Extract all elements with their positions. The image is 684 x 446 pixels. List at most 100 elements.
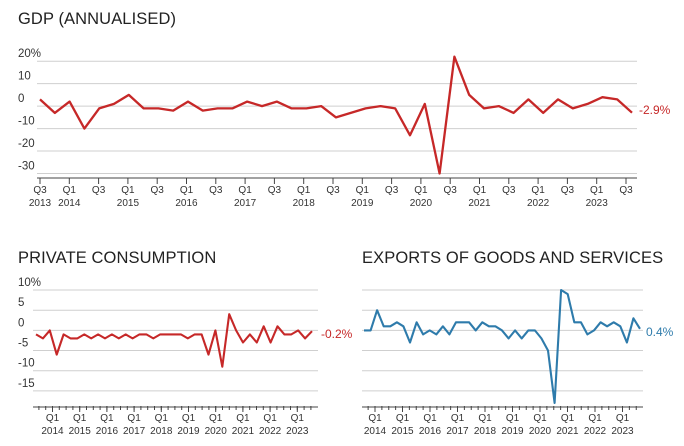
y-tick-label: -30 [18,161,35,173]
gdp-y-axis: 20% 10 0 -10 -20 -30 [18,48,41,172]
gdp-title: GDP (ANNUALISED) [18,10,176,28]
exports-series-line [364,288,641,405]
x-tick-quarter-label: Q1 [121,185,135,196]
x-tick-quarter-label: Q1 [291,413,305,424]
x-tick-quarter-label: Q3 [326,185,340,196]
private-consumption-series-line [35,313,313,368]
x-tick-year-label: 2014 [58,198,81,209]
x-tick-year-label: 2020 [410,198,433,209]
x-tick-quarter-label: Q1 [506,413,520,424]
x-tick-quarter-label: Q1 [590,185,604,196]
x-tick-year-label: 2016 [96,426,119,437]
x-tick-quarter-label: Q3 [151,185,165,196]
x-tick-quarter-label: Q3 [92,185,106,196]
x-tick-year-label: 2022 [584,426,607,437]
x-tick-year-label: 2019 [177,426,200,437]
x-tick-quarter-label: Q3 [209,185,223,196]
x-tick-quarter-label: Q1 [451,413,465,424]
x-tick-year-label: 2015 [69,426,92,437]
x-tick-year-label: 2022 [259,426,282,437]
x-tick-quarter-label: Q3 [444,185,458,196]
x-tick-quarter-label: Q1 [155,413,169,424]
x-tick-year-label: 2016 [419,426,442,437]
private-consumption-y-axis: 10% 5 0 -5 -10 -15 [18,277,41,390]
x-tick-year-label: 2021 [556,426,579,437]
x-tick-quarter-label: Q1 [209,413,223,424]
x-tick-quarter-label: Q1 [533,413,547,424]
y-tick-label: -10 [18,358,35,370]
x-tick-year-label: 2016 [175,198,198,209]
x-tick-quarter-label: Q1 [531,185,545,196]
gdp-gridlines [37,60,637,175]
x-tick-quarter-label: Q1 [368,413,382,424]
x-tick-quarter-label: Q1 [561,413,575,424]
y-tick-label: -5 [18,338,28,350]
x-tick-year-label: 2023 [611,426,634,437]
x-tick-quarter-label: Q1 [616,413,630,424]
y-tick-label: 10% [18,277,41,289]
x-tick-quarter-label: Q3 [502,185,516,196]
x-tick-year-label: 2021 [468,198,491,209]
x-tick-quarter-label: Q1 [236,413,250,424]
x-tick-quarter-label: Q1 [73,413,87,424]
x-tick-year-label: 2017 [123,426,146,437]
y-tick-label: 20% [18,48,41,60]
x-tick-year-label: 2019 [351,198,374,209]
x-tick-quarter-label: Q1 [396,413,410,424]
x-tick-year-label: 2018 [474,426,497,437]
x-tick-quarter-label: Q1 [238,185,252,196]
x-tick-quarter-label: Q3 [561,185,575,196]
y-tick-label: 0 [18,93,24,105]
gdp-series-line [39,55,633,175]
x-tick-quarter-label: Q1 [63,185,77,196]
x-tick-year-label: 2017 [234,198,257,209]
gdp-end-label: -2.9% [639,103,671,117]
x-tick-year-label: 2014 [41,426,64,437]
x-tick-quarter-label: Q3 [619,185,633,196]
x-tick-year-label: 2018 [150,426,173,437]
x-tick-year-label: 2023 [286,426,309,437]
private-consumption-gridlines [33,289,318,392]
y-tick-label: -10 [18,116,35,128]
exports-gridlines [362,289,643,392]
private-consumption-panel: PRIVATE CONSUMPTION 10% 5 0 -5 -10 -15 Q1 2014… [18,249,353,437]
gdp-x-axis: Q3 2013 Q1 2014 Q3 Q1 2015 Q3 Q1 2016 Q3 Q1 2017 Q3 Q1… [29,178,633,209]
exports-end-label: 0.4% [646,325,674,339]
private-consumption-end-label: -0.2% [321,327,353,341]
x-tick-year-label: 2015 [391,426,414,437]
y-tick-label: -15 [18,378,35,390]
exports-panel: EXPORTS OF GOODS AND SERVICES Q1 2014 Q1 20… [362,249,674,437]
x-tick-quarter-label: Q1 [588,413,602,424]
x-tick-quarter-label: Q1 [356,185,370,196]
x-tick-quarter-label: Q1 [100,413,114,424]
x-tick-quarter-label: Q1 [46,413,60,424]
private-consumption-title: PRIVATE CONSUMPTION [18,249,216,267]
x-tick-quarter-label: Q1 [423,413,437,424]
x-tick-year-label: 2022 [527,198,550,209]
y-tick-label: -20 [18,138,35,150]
x-tick-quarter-label: Q3 [385,185,399,196]
x-tick-quarter-label: Q1 [127,413,141,424]
x-tick-quarter-label: Q1 [182,413,196,424]
x-tick-year-label: 2020 [205,426,228,437]
x-tick-year-label: 2023 [586,198,609,209]
x-tick-year-label: 2021 [232,426,255,437]
gdp-panel: GDP (ANNUALISED) 20%100-10-20-30 Q32013Q… [18,10,671,209]
y-tick-label: 0 [18,317,24,329]
x-tick-year-label: 2013 [29,198,52,209]
x-tick-quarter-label: Q1 [263,413,277,424]
x-tick-year-label: 2019 [501,426,524,437]
x-tick-year-label: 2017 [446,426,469,437]
y-tick-label: 10 [18,71,31,83]
x-tick-year-label: 2014 [364,426,387,437]
x-tick-quarter-label: Q3 [268,185,282,196]
x-tick-year-label: 2015 [117,198,140,209]
x-tick-year-label: 2020 [529,426,552,437]
x-tick-quarter-label: Q1 [414,185,428,196]
x-tick-quarter-label: Q1 [297,185,311,196]
x-tick-quarter-label: Q1 [180,185,194,196]
private-consumption-x-axis: Q1 2014 Q1 2015 Q1 2016 Q1 2017 Q1 2018 Q1 2019 Q1 20… [38,406,312,437]
exports-title: EXPORTS OF GOODS AND SERVICES [362,249,663,267]
x-tick-quarter-label: Q1 [478,413,492,424]
